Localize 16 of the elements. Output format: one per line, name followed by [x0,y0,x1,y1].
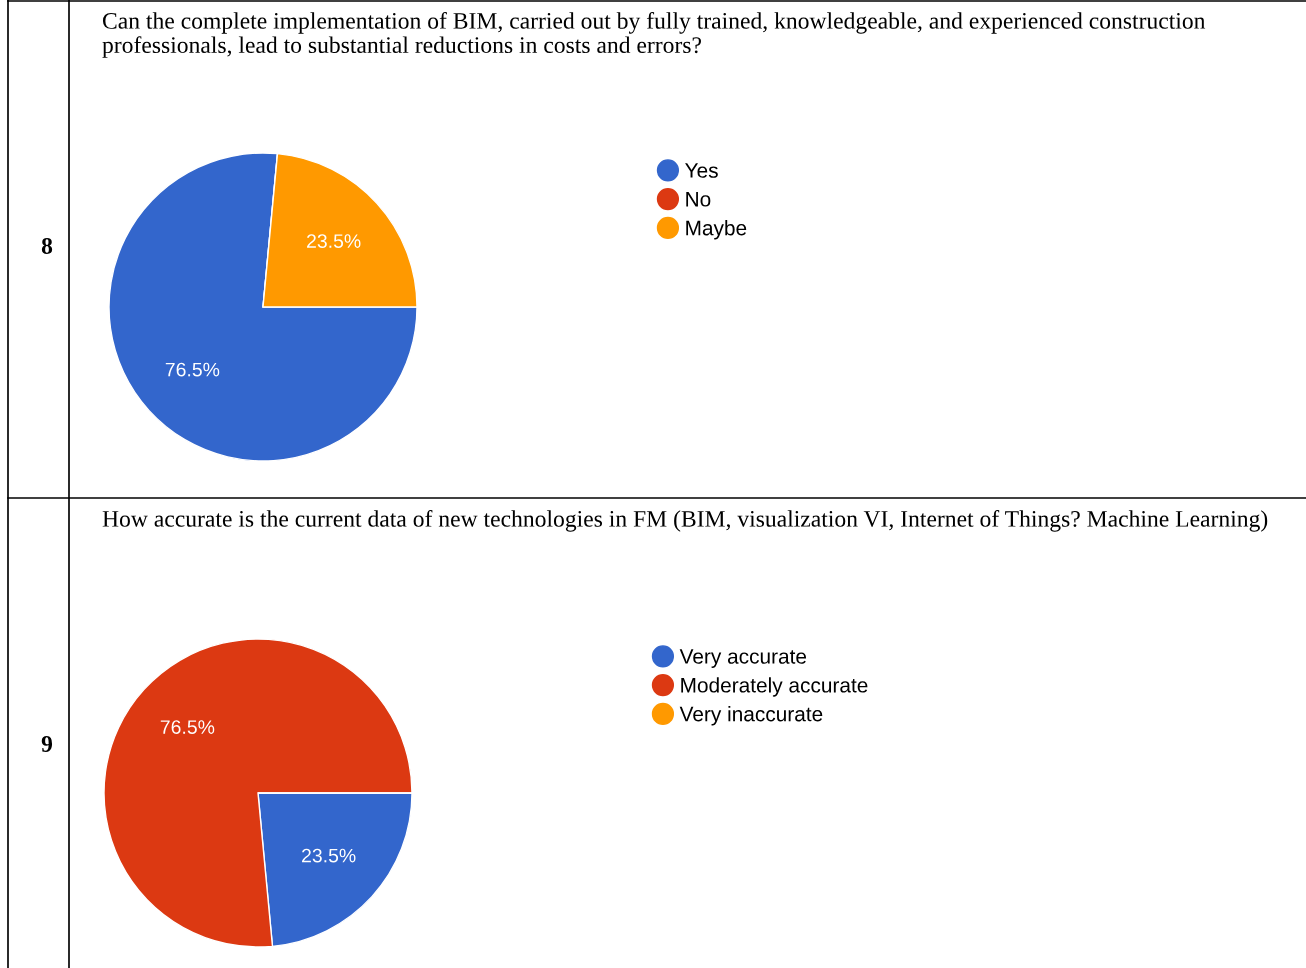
pie-slice [108,152,418,462]
legend-label: Maybe [686,220,747,240]
data-label: 23.5% [302,848,356,863]
legend-label: Very accurate [679,649,807,668]
legend-label: Moderately accurate [681,677,868,697]
legend-label: No [686,192,711,207]
chart-title: Can the complete implementation of BIM, carried out by fully trained, knowledgeable, and experienced construction professionals, lead to substantial reductions in costs and errors? [102,12,1206,58]
data-label: 23.5% [307,234,361,248]
data-label: 76.5% [165,362,220,377]
legend-label: Yes [685,163,718,178]
legend-label: Very inaccurate [679,706,823,726]
text: 9 [41,736,53,752]
chart-title: How accurate is the current data of new technologies in FM (BIM, visualization VI, Internet of Things? Machine Learning) [102,510,1268,532]
text: 8 [41,237,53,254]
pie-slice [103,638,413,948]
data-label: 76.5% [160,720,215,734]
